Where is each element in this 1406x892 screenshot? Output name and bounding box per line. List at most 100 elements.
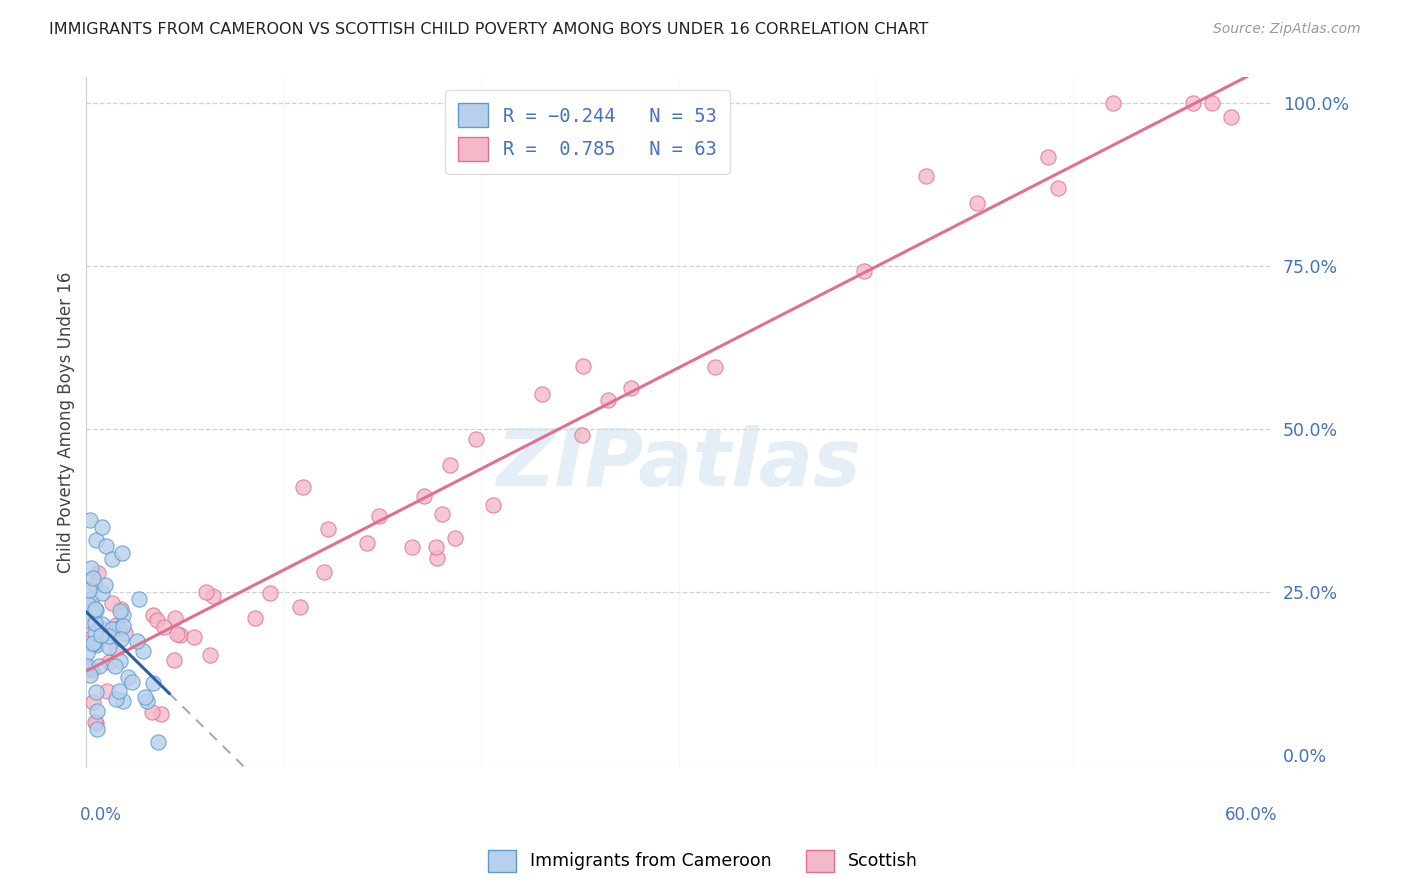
Point <box>104 641 127 656</box>
Text: ZIPatlas: ZIPatlas <box>496 425 860 503</box>
Point <box>82 599 104 613</box>
Point <box>77 618 100 632</box>
Point <box>112 694 135 708</box>
Point <box>76 659 98 673</box>
Point <box>76 613 98 627</box>
Point <box>77 661 100 675</box>
Point <box>86 723 108 737</box>
Point <box>292 480 315 494</box>
Point <box>110 604 132 618</box>
Point <box>413 489 436 503</box>
Point <box>110 632 132 646</box>
Point <box>84 603 107 617</box>
Point <box>166 627 188 641</box>
Point <box>401 541 423 555</box>
Point <box>426 550 449 565</box>
Point <box>84 602 107 616</box>
Point <box>259 586 281 600</box>
Point <box>703 359 725 374</box>
Point <box>288 599 311 614</box>
Point <box>620 381 643 395</box>
Text: 0.0%: 0.0% <box>80 805 122 823</box>
Point <box>82 571 104 585</box>
Point <box>425 540 447 554</box>
Point <box>852 264 875 278</box>
Point <box>90 627 112 641</box>
Point <box>1046 181 1069 195</box>
Point <box>444 531 467 545</box>
Point <box>141 705 163 719</box>
Point <box>84 533 107 547</box>
Point <box>77 597 100 611</box>
Point <box>105 691 128 706</box>
Point <box>316 522 339 536</box>
Point <box>84 615 107 630</box>
Point <box>142 676 165 690</box>
Point <box>531 387 554 401</box>
Point <box>1181 96 1204 111</box>
Point <box>79 592 101 607</box>
Point <box>91 520 114 534</box>
Point <box>125 634 148 648</box>
Point <box>83 626 105 640</box>
Point <box>111 607 134 622</box>
Point <box>111 546 134 560</box>
Point <box>97 640 120 654</box>
Y-axis label: Child Poverty Among Boys Under 16: Child Poverty Among Boys Under 16 <box>58 272 75 574</box>
Point <box>76 646 98 660</box>
Point <box>90 617 112 632</box>
Point <box>149 707 172 722</box>
Point <box>87 658 110 673</box>
Point <box>202 589 225 603</box>
Point <box>146 734 169 748</box>
Point <box>114 626 136 640</box>
Point <box>1220 110 1243 124</box>
Point <box>87 566 110 580</box>
Point <box>101 552 124 566</box>
Point <box>482 498 505 512</box>
Point <box>97 629 120 643</box>
Point <box>82 637 104 651</box>
Point <box>245 611 267 625</box>
Point <box>183 630 205 644</box>
Point <box>94 578 117 592</box>
Point <box>84 685 107 699</box>
Point <box>108 684 131 698</box>
Point <box>146 613 169 627</box>
Point <box>195 584 218 599</box>
Point <box>84 715 107 730</box>
Point <box>136 694 159 708</box>
Point <box>1038 150 1060 164</box>
Text: Source: ZipAtlas.com: Source: ZipAtlas.com <box>1213 22 1361 37</box>
Point <box>79 513 101 527</box>
Legend: Immigrants from Cameroon, Scottish: Immigrants from Cameroon, Scottish <box>481 843 925 879</box>
Point <box>104 618 127 632</box>
Point <box>97 655 120 669</box>
Point <box>100 622 122 636</box>
Point <box>356 535 378 549</box>
Point <box>572 359 595 373</box>
Point <box>598 393 620 408</box>
Point <box>367 508 389 523</box>
Point <box>91 586 114 600</box>
Point <box>83 714 105 729</box>
Point <box>128 591 150 606</box>
Point <box>163 611 186 625</box>
Point <box>77 636 100 650</box>
Point <box>142 607 165 622</box>
Point <box>121 674 143 689</box>
Point <box>163 653 186 667</box>
Point <box>200 648 222 663</box>
Point <box>79 582 101 597</box>
Point <box>966 195 988 210</box>
Legend: R = −0.244   N = 53, R =  0.785   N = 63: R = −0.244 N = 53, R = 0.785 N = 63 <box>446 90 730 174</box>
Point <box>1102 96 1125 111</box>
Point <box>80 561 103 575</box>
Point <box>84 578 107 592</box>
Point <box>432 507 454 521</box>
Text: 60.0%: 60.0% <box>1225 805 1277 823</box>
Point <box>108 621 131 635</box>
Point <box>100 596 122 610</box>
Point <box>1201 96 1223 111</box>
Point <box>94 623 117 637</box>
